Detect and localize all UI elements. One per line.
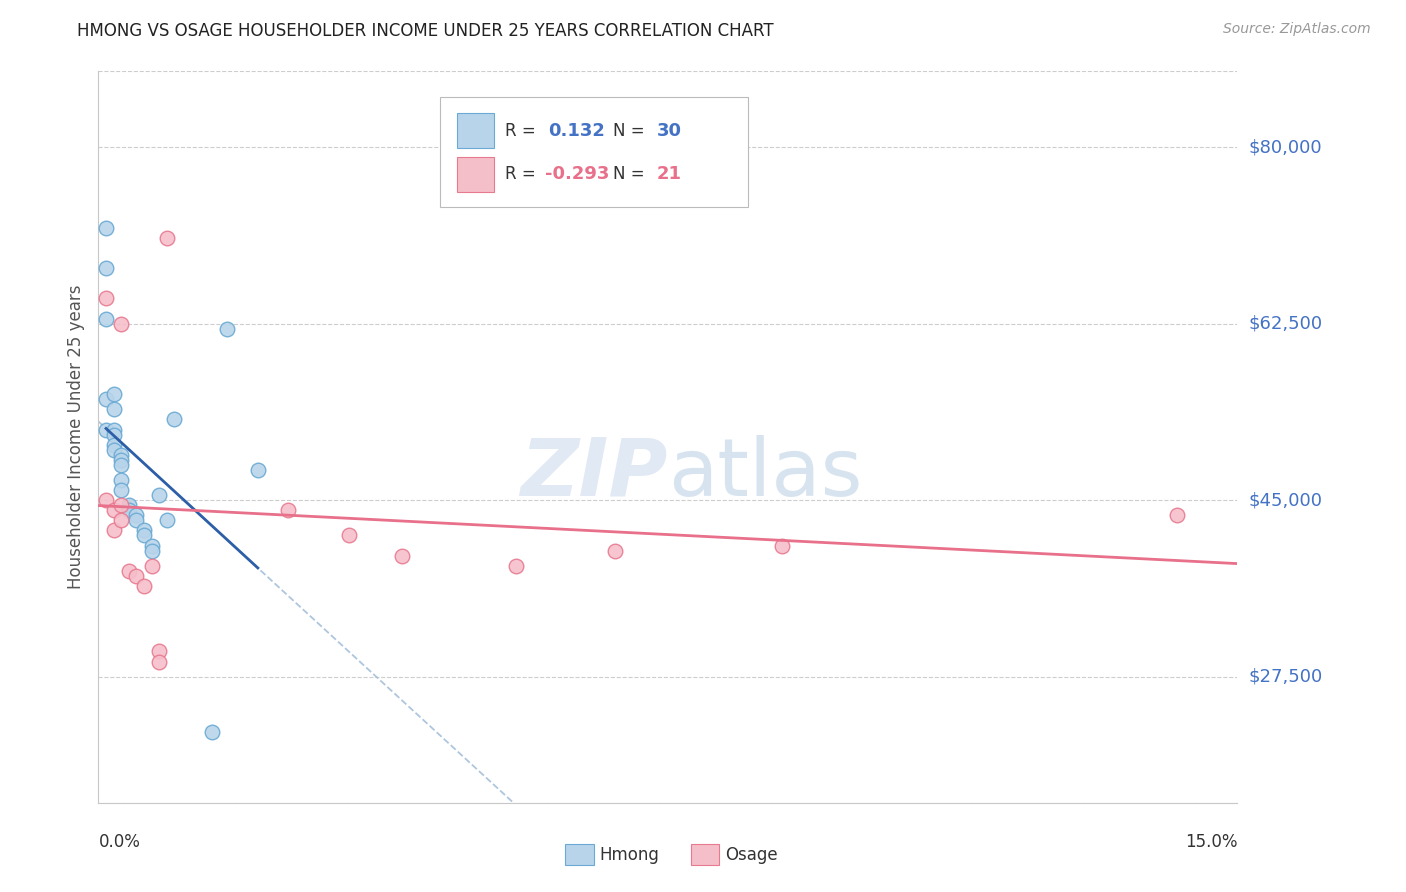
Point: [132, 579, 155, 593]
Text: Osage: Osage: [725, 846, 778, 863]
Point: [103, 402, 125, 417]
Point: [103, 442, 125, 457]
FancyBboxPatch shape: [690, 845, 718, 865]
Point: [148, 655, 170, 669]
Point: [110, 473, 132, 487]
Point: [110, 317, 132, 331]
Text: $27,500: $27,500: [1249, 668, 1323, 686]
Point: [110, 448, 132, 462]
FancyBboxPatch shape: [457, 157, 494, 192]
Text: Source: ZipAtlas.com: Source: ZipAtlas.com: [1223, 22, 1371, 37]
Text: ZIP: ZIP: [520, 434, 668, 513]
Point: [277, 503, 299, 517]
Point: [141, 558, 163, 573]
Y-axis label: Householder Income Under 25 years: Householder Income Under 25 years: [66, 285, 84, 590]
Text: N =: N =: [613, 166, 650, 184]
Text: $80,000: $80,000: [1249, 138, 1322, 156]
Point: [125, 513, 148, 527]
Point: [118, 503, 141, 517]
Point: [94, 261, 117, 276]
Point: [94, 220, 117, 235]
Text: 30: 30: [657, 121, 682, 140]
Point: [94, 423, 117, 437]
Point: [118, 564, 141, 578]
Point: [103, 427, 125, 442]
Point: [110, 458, 132, 472]
Point: [94, 311, 117, 326]
Text: 0.132: 0.132: [548, 121, 605, 140]
Point: [110, 483, 132, 497]
Point: [1166, 508, 1188, 523]
Point: [505, 558, 527, 573]
Point: [141, 543, 163, 558]
Text: 0.0%: 0.0%: [98, 833, 141, 851]
Point: [141, 539, 163, 553]
Point: [118, 498, 141, 512]
Text: $45,000: $45,000: [1249, 491, 1323, 509]
Point: [156, 513, 179, 527]
Text: $62,500: $62,500: [1249, 315, 1323, 333]
Point: [125, 508, 148, 523]
Point: [103, 503, 125, 517]
Point: [391, 549, 413, 563]
Point: [125, 569, 148, 583]
Text: Hmong: Hmong: [599, 846, 659, 863]
Point: [94, 493, 117, 508]
Text: HMONG VS OSAGE HOUSEHOLDER INCOME UNDER 25 YEARS CORRELATION CHART: HMONG VS OSAGE HOUSEHOLDER INCOME UNDER …: [77, 22, 773, 40]
Point: [337, 528, 360, 542]
Point: [103, 437, 125, 451]
Point: [163, 412, 186, 426]
Text: R =: R =: [505, 166, 541, 184]
Point: [148, 488, 170, 502]
Point: [94, 291, 117, 305]
Point: [132, 524, 155, 538]
Point: [94, 392, 117, 407]
Point: [110, 513, 132, 527]
Point: [103, 423, 125, 437]
Point: [156, 231, 179, 245]
Text: 15.0%: 15.0%: [1185, 833, 1237, 851]
Point: [246, 463, 269, 477]
Point: [110, 498, 132, 512]
Text: atlas: atlas: [668, 434, 862, 513]
Text: N =: N =: [613, 121, 650, 140]
Text: 21: 21: [657, 166, 682, 184]
FancyBboxPatch shape: [457, 113, 494, 148]
Point: [603, 543, 626, 558]
Point: [110, 452, 132, 467]
Text: R =: R =: [505, 121, 541, 140]
Point: [770, 539, 793, 553]
FancyBboxPatch shape: [440, 97, 748, 207]
FancyBboxPatch shape: [565, 845, 593, 865]
Point: [217, 321, 239, 335]
Point: [103, 524, 125, 538]
Point: [148, 644, 170, 658]
Point: [132, 528, 155, 542]
Point: [103, 387, 125, 401]
Point: [201, 725, 224, 739]
Text: -0.293: -0.293: [546, 166, 609, 184]
